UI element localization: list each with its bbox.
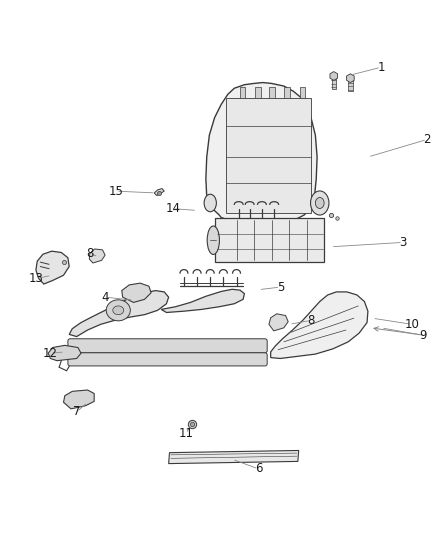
Polygon shape bbox=[226, 98, 311, 213]
Text: 6: 6 bbox=[254, 462, 262, 475]
Polygon shape bbox=[255, 87, 261, 98]
Polygon shape bbox=[348, 78, 353, 91]
Polygon shape bbox=[161, 289, 244, 312]
Text: 7: 7 bbox=[73, 406, 81, 418]
Text: 12: 12 bbox=[43, 347, 58, 360]
Polygon shape bbox=[64, 390, 94, 409]
Polygon shape bbox=[122, 283, 151, 302]
FancyBboxPatch shape bbox=[68, 339, 267, 353]
Text: 13: 13 bbox=[28, 272, 43, 285]
FancyBboxPatch shape bbox=[68, 353, 267, 366]
Polygon shape bbox=[300, 87, 305, 98]
Text: 10: 10 bbox=[404, 318, 419, 331]
Polygon shape bbox=[36, 251, 69, 284]
Polygon shape bbox=[215, 219, 324, 262]
Ellipse shape bbox=[204, 194, 216, 212]
Polygon shape bbox=[330, 71, 338, 80]
Text: 3: 3 bbox=[399, 236, 406, 249]
Polygon shape bbox=[346, 74, 354, 83]
Polygon shape bbox=[269, 87, 275, 98]
Ellipse shape bbox=[106, 300, 131, 321]
Text: 15: 15 bbox=[109, 184, 124, 198]
Polygon shape bbox=[206, 83, 317, 223]
Polygon shape bbox=[48, 345, 81, 361]
Ellipse shape bbox=[113, 306, 124, 314]
Polygon shape bbox=[332, 76, 336, 89]
Text: 4: 4 bbox=[101, 290, 109, 304]
Ellipse shape bbox=[315, 198, 324, 208]
Ellipse shape bbox=[207, 226, 219, 254]
Text: 2: 2 bbox=[423, 133, 431, 146]
Text: 8: 8 bbox=[307, 314, 314, 327]
Text: 5: 5 bbox=[277, 280, 284, 294]
Polygon shape bbox=[89, 249, 105, 263]
Text: 1: 1 bbox=[377, 61, 385, 74]
Text: 14: 14 bbox=[166, 202, 180, 215]
Polygon shape bbox=[154, 189, 164, 196]
Polygon shape bbox=[169, 450, 299, 464]
Polygon shape bbox=[271, 292, 368, 359]
Text: 9: 9 bbox=[419, 329, 427, 342]
Polygon shape bbox=[269, 314, 288, 331]
Polygon shape bbox=[284, 87, 290, 98]
Polygon shape bbox=[69, 290, 169, 336]
Ellipse shape bbox=[311, 191, 329, 215]
Text: 11: 11 bbox=[179, 427, 194, 440]
Text: 8: 8 bbox=[86, 247, 93, 260]
Polygon shape bbox=[240, 87, 245, 98]
